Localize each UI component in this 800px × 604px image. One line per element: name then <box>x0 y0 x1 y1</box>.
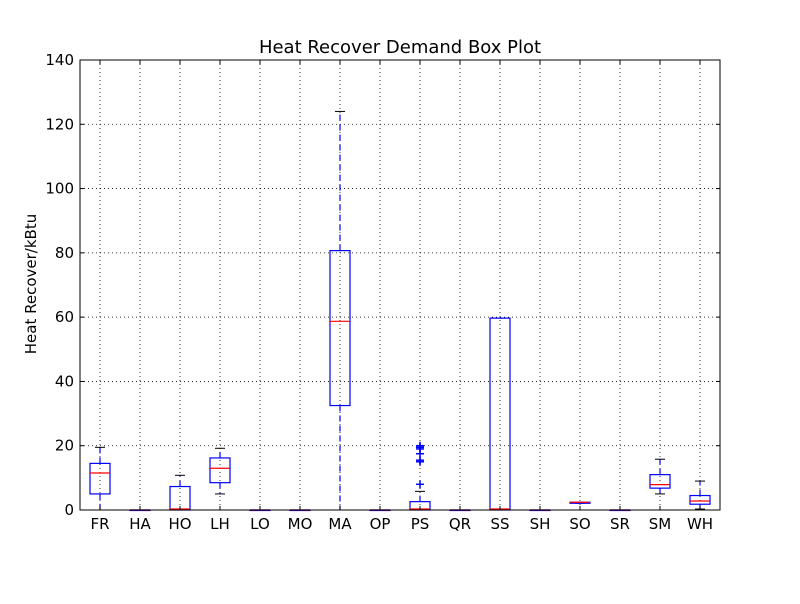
grid-lines <box>80 60 720 510</box>
y-tick-label: 140 <box>45 51 74 69</box>
x-tick-label-qr: QR <box>449 515 471 533</box>
x-tick-label-wh: WH <box>687 515 713 533</box>
axis-ticks: 0 20 40 60 80 100 120 140 FR HA HO LH LO MO MA OP PS QR SS… <box>45 51 720 533</box>
box-ss <box>489 317 511 511</box>
box-body <box>489 317 511 511</box>
x-tick-label-lh: LH <box>210 515 230 533</box>
plot-frame <box>79 59 721 511</box>
x-tick-label-sm: SM <box>649 515 671 533</box>
box-ma <box>329 110 351 511</box>
x-tick-label-sr: SR <box>610 515 630 533</box>
x-tick-label-so: SO <box>569 515 590 533</box>
x-tick-label-sh: SH <box>530 515 551 533</box>
y-tick-label: 100 <box>45 180 74 198</box>
y-tick-label: 0 <box>64 501 74 519</box>
y-tick-label: 60 <box>55 308 74 326</box>
y-tick-label: 20 <box>55 437 74 455</box>
box-series <box>89 110 711 512</box>
y-axis-label: Heat Recover/kBtu <box>22 214 40 354</box>
y-tick-label: 40 <box>55 372 74 390</box>
x-tick-label-ss: SS <box>490 515 509 533</box>
chart-title: Heat Recover Demand Box Plot <box>259 37 541 58</box>
box-body <box>209 457 231 484</box>
box-body <box>329 250 351 407</box>
box-body <box>649 474 671 489</box>
x-tick-label-op: OP <box>370 515 391 533</box>
x-tick-label-ha: HA <box>129 515 151 533</box>
box-so <box>569 501 591 504</box>
x-tick-label-lo: LO <box>250 515 270 533</box>
box-body <box>689 494 711 505</box>
y-tick-label: 80 <box>55 244 74 262</box>
y-tick-label: 120 <box>45 115 74 133</box>
box-sm <box>649 458 671 495</box>
x-tick-label-fr: FR <box>90 515 109 533</box>
box-lh <box>209 447 231 495</box>
box-wh <box>689 480 711 510</box>
box-ps <box>409 441 431 511</box>
box-body <box>89 462 111 495</box>
x-tick-label-ma: MA <box>328 515 352 533</box>
x-tick-label-ps: PS <box>411 515 430 533</box>
x-tick-label-mo: MO <box>288 515 313 533</box>
x-tick-label-ho: HO <box>168 515 191 533</box>
